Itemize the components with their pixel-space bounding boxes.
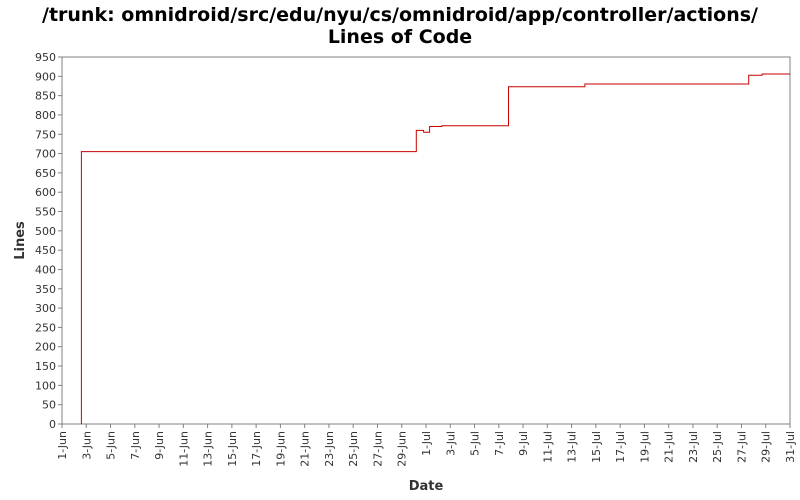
y-tick-label: 150	[35, 360, 56, 373]
x-tick-label: 23-Jul	[687, 431, 700, 463]
x-tick-label: 13-Jul	[566, 431, 579, 463]
y-tick-label: 700	[35, 148, 56, 161]
x-tick-label: 29-Jul	[760, 431, 773, 463]
y-tick-label: 250	[35, 321, 56, 334]
y-tick-label: 900	[35, 70, 56, 83]
x-tick-label: 19-Jun	[274, 431, 287, 467]
x-tick-label: 11-Jul	[541, 431, 554, 463]
x-tick-label: 21-Jun	[299, 431, 312, 467]
x-tick-label: 3-Jun	[80, 431, 93, 460]
y-tick-label: 300	[35, 302, 56, 315]
x-tick-label: 11-Jun	[177, 431, 190, 467]
x-tick-label: 13-Jun	[202, 431, 215, 467]
x-tick-label: 25-Jun	[347, 431, 360, 467]
y-tick-label: 100	[35, 379, 56, 392]
y-tick-label: 650	[35, 167, 56, 180]
chart-title: Lines of Code	[327, 26, 473, 48]
x-tick-label: 9-Jun	[153, 431, 166, 460]
x-tick-label: 7-Jun	[129, 431, 142, 460]
y-tick-label: 750	[35, 128, 56, 141]
y-tick-label: 50	[42, 399, 56, 412]
x-tick-label: 29-Jun	[396, 431, 409, 467]
x-tick-label: 25-Jul	[711, 431, 724, 463]
x-tick-label: 1-Jun	[56, 431, 69, 460]
x-tick-label: 5-Jul	[469, 431, 482, 456]
y-tick-label: 450	[35, 244, 56, 257]
y-tick-label: 600	[35, 186, 56, 199]
series-group	[80, 73, 790, 424]
y-tick-label: 550	[35, 206, 56, 219]
x-tick-label: 1-Jul	[420, 431, 433, 456]
y-tick-label: 400	[35, 263, 56, 276]
lines-of-code-series-line	[80, 73, 790, 424]
x-axis-label: Date	[409, 479, 444, 494]
x-tick-label: 17-Jul	[614, 431, 627, 463]
y-tick-label: 850	[35, 90, 56, 103]
y-axis-label: Lines	[13, 221, 28, 260]
x-tick-label: 27-Jun	[371, 431, 384, 467]
y-tick-label: 500	[35, 225, 56, 238]
y-tick-label: 0	[49, 418, 56, 431]
x-tick-label: 23-Jun	[323, 431, 336, 467]
chart-title-path: /trunk: omnidroid/src/edu/nyu/cs/omnidro…	[42, 4, 758, 26]
x-tick-label: 3-Jul	[444, 431, 457, 456]
x-tick-label: 7-Jul	[493, 431, 506, 456]
x-tick-label: 17-Jun	[250, 431, 263, 467]
y-tick-label: 800	[35, 109, 56, 122]
x-tick-label: 15-Jun	[226, 431, 239, 467]
x-tick-label: 19-Jul	[638, 431, 651, 463]
y-axis-ticks: 0 50 100 150 200 250 300 350 400 450 500 550 600 650 7…	[35, 51, 62, 431]
y-tick-label: 950	[35, 51, 56, 64]
y-tick-label: 350	[35, 283, 56, 296]
x-tick-label: 31-Jul	[784, 431, 797, 463]
x-tick-label: 9-Jul	[517, 431, 530, 456]
x-tick-label: 27-Jul	[735, 431, 748, 463]
plot-area	[61, 56, 791, 425]
x-axis-ticks: 1-Jun 3-Jun 5-Jun 7-Jun 9-Jun 11-Jun 13-Jun 15-…	[56, 424, 797, 467]
x-tick-label: 21-Jul	[663, 431, 676, 463]
x-tick-label: 15-Jul	[590, 431, 603, 463]
y-tick-label: 200	[35, 341, 56, 354]
x-tick-label: 5-Jun	[105, 431, 118, 460]
